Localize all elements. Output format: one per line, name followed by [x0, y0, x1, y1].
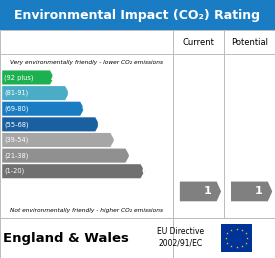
Polygon shape: [180, 182, 221, 201]
Text: England & Wales: England & Wales: [3, 231, 129, 245]
Text: (81-91): (81-91): [4, 90, 29, 96]
Bar: [221, 224, 252, 252]
Text: (21-38): (21-38): [4, 152, 29, 159]
Text: Environmental Impact (CO₂) Rating: Environmental Impact (CO₂) Rating: [15, 9, 260, 22]
Text: Potential: Potential: [231, 38, 268, 46]
Text: (55-68): (55-68): [4, 121, 29, 128]
Text: (39-54): (39-54): [4, 137, 29, 143]
Text: E: E: [112, 135, 118, 144]
Polygon shape: [2, 149, 129, 163]
Polygon shape: [2, 164, 144, 178]
Text: A: A: [51, 73, 58, 82]
Text: 1: 1: [204, 187, 211, 196]
Text: 1: 1: [255, 187, 263, 196]
Bar: [0, 0, 275, 30]
Polygon shape: [2, 102, 84, 116]
Text: Not environmentally friendly - higher CO₂ emissions: Not environmentally friendly - higher CO…: [10, 208, 163, 213]
Text: Very environmentally friendly - lower CO₂ emissions: Very environmentally friendly - lower CO…: [10, 60, 163, 64]
Text: (69-80): (69-80): [4, 106, 29, 112]
Text: B: B: [66, 88, 73, 98]
Text: (92 plus): (92 plus): [4, 74, 34, 81]
Text: D: D: [96, 120, 103, 129]
Text: Current: Current: [182, 38, 214, 46]
Text: (1-20): (1-20): [4, 168, 25, 174]
Text: G: G: [141, 167, 149, 176]
Text: C: C: [81, 104, 88, 113]
Polygon shape: [2, 86, 69, 100]
Polygon shape: [2, 133, 114, 147]
Text: EU Directive: EU Directive: [156, 227, 204, 236]
Polygon shape: [2, 70, 54, 85]
Text: F: F: [127, 151, 133, 160]
Bar: [0, 30, 275, 218]
Bar: [0, 218, 275, 258]
Polygon shape: [2, 117, 99, 131]
Text: 2002/91/EC: 2002/91/EC: [158, 238, 202, 247]
Polygon shape: [231, 182, 272, 201]
